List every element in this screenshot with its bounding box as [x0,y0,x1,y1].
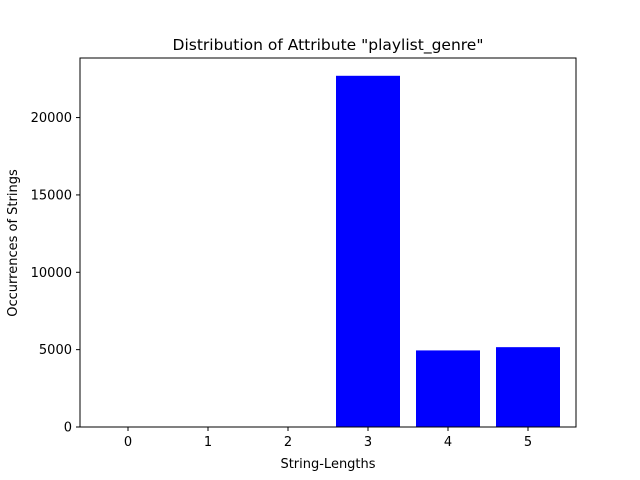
x-axis-label: String-Lengths [280,457,375,472]
y-tick-label-20000: 20000 [31,111,72,126]
plot-frame [79,57,577,428]
x-tick-label-5: 5 [524,435,532,450]
bar-5 [496,347,560,427]
bar-3 [336,75,400,427]
x-tick-label-1: 1 [204,435,212,450]
chart-title: Distribution of Attribute "playlist_genr… [173,36,484,55]
x-tick-label-3: 3 [364,435,372,450]
bar-4 [416,350,480,427]
y-axis-label: Occurrences of Strings [6,169,21,317]
x-tick-label-4: 4 [444,435,452,450]
y-tick-label-5000: 5000 [39,343,72,358]
y-tick-label-0: 0 [64,421,72,436]
bars-layer [336,75,560,427]
x-tick-label-0: 0 [124,435,132,450]
y-tick-label-15000: 15000 [31,188,72,203]
ticks-layer: 0 1 2 3 4 5 0 5000 10000 15000 20000 [31,111,533,450]
x-tick-label-2: 2 [284,435,292,450]
y-tick-label-10000: 10000 [31,266,72,281]
